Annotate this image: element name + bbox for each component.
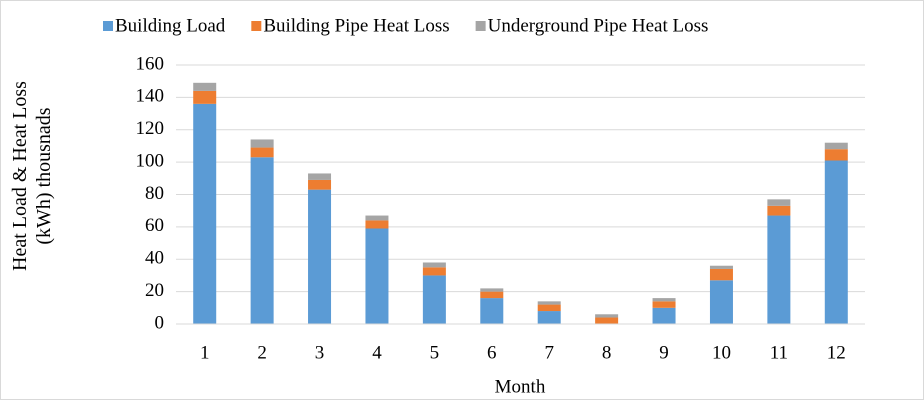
bar-segment	[250, 157, 274, 324]
bar-segment	[422, 275, 446, 324]
x-tick-label: 7	[544, 342, 554, 363]
bar-segment	[250, 139, 274, 148]
y-tick-label: 60	[145, 215, 164, 236]
bar-segment	[365, 228, 389, 324]
bar-segment	[709, 280, 733, 324]
bar-segment	[652, 307, 676, 324]
bar-segment	[422, 262, 446, 268]
bar-segment	[595, 314, 619, 318]
x-tick-label: 10	[712, 342, 731, 363]
bar-segment	[767, 215, 791, 324]
bar-segment	[480, 298, 504, 324]
legend-label: Building Load	[115, 15, 226, 36]
legend-swatch	[475, 21, 486, 31]
y-tick-label: 140	[136, 86, 165, 107]
bar-segment	[537, 311, 561, 324]
y-tick-label: 100	[136, 150, 165, 171]
x-tick-label: 5	[430, 342, 440, 363]
bar-segment	[422, 267, 446, 276]
bar-segment	[308, 179, 332, 190]
x-tick-label: 3	[315, 342, 325, 363]
x-tick-label: 9	[659, 342, 669, 363]
x-tick-label: 2	[257, 342, 267, 363]
bar-segment	[193, 103, 217, 324]
x-tick-label: 12	[827, 342, 846, 363]
x-tick-label: 6	[487, 342, 497, 363]
bar-segment	[480, 288, 504, 292]
y-tick-label: 120	[136, 118, 165, 139]
bar-segment	[824, 160, 848, 324]
bar-segment	[365, 220, 389, 229]
bar-segment	[767, 205, 791, 216]
y-tick-label: 160	[136, 53, 165, 74]
bar-segment	[193, 82, 217, 91]
bar-segment	[652, 298, 676, 302]
x-tick-label: 8	[602, 342, 612, 363]
legend-label: Underground Pipe Heat Loss	[488, 15, 709, 36]
y-tick-label: 40	[145, 248, 164, 269]
bar-segment	[824, 149, 848, 161]
bar-segment	[250, 147, 274, 158]
bar-segment	[595, 317, 619, 324]
bar-segment	[308, 173, 332, 180]
legend-swatch	[103, 21, 113, 31]
bar-segment	[709, 268, 733, 281]
bar-segment	[709, 265, 733, 269]
x-tick-label: 1	[200, 342, 210, 363]
bar-segment	[767, 199, 791, 206]
y-axis-label: Heat Load & Heat Loss (kWh) thousnads	[9, 81, 55, 271]
x-axis-label: Month	[495, 376, 546, 397]
bar-segment	[308, 189, 332, 324]
bar-segment	[537, 304, 561, 312]
bar-segment	[537, 301, 561, 305]
x-tick-label: 4	[372, 342, 382, 363]
x-tick-label: 11	[770, 342, 788, 363]
y-tick-label: 80	[145, 183, 164, 204]
legend-swatch	[251, 21, 262, 31]
bar-segment	[193, 90, 217, 104]
bar-segment	[365, 215, 389, 221]
y-tick-label: 0	[155, 312, 165, 333]
legend-label: Building Pipe Heat Loss	[263, 15, 449, 36]
y-tick-label: 20	[145, 280, 164, 301]
bar-segment	[824, 142, 848, 150]
bar-segment	[480, 291, 504, 299]
bar-segment	[652, 301, 676, 308]
